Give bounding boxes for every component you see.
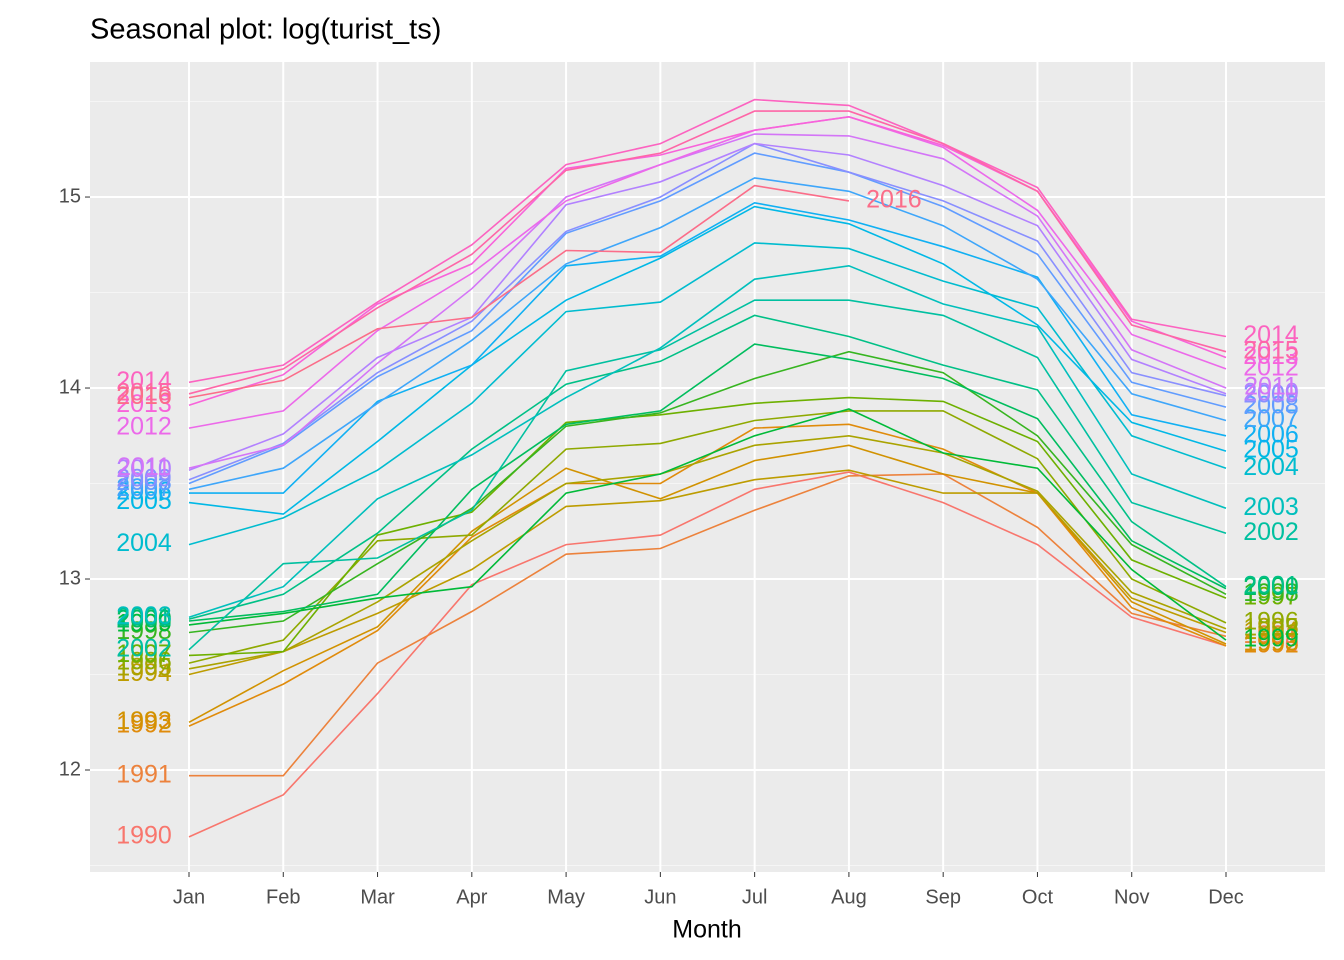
series-label: 2001 (116, 604, 172, 632)
series-label: 1998 (1243, 579, 1299, 607)
x-tick-label: Dec (1208, 886, 1244, 908)
series-label: 2011 (117, 453, 171, 481)
series-line (189, 473, 1227, 777)
series-label: 2012 (116, 413, 172, 441)
series-label: 2016 (866, 185, 922, 213)
y-tick-label: 14 (59, 376, 81, 398)
series-label: 2012 (1243, 354, 1299, 382)
series-label: 2008 (116, 468, 172, 496)
x-tick-label: Oct (1022, 886, 1054, 908)
series-label: 2014 (1243, 321, 1299, 349)
series-line (188, 177, 1227, 491)
series-line (188, 142, 1227, 481)
series-line (188, 350, 1227, 634)
series-label: 2011 (1244, 373, 1298, 401)
series-label: 1994 (1243, 617, 1299, 645)
series-label: 2013 (116, 390, 172, 418)
series-label: 1999 (116, 609, 172, 637)
series-label: 2013 (1243, 342, 1299, 370)
series-line (188, 184, 850, 399)
series-line (188, 205, 1227, 515)
series-label: 2003 (116, 602, 172, 630)
series-label: 2000 (1243, 573, 1299, 601)
series-line (188, 410, 1227, 664)
series-line (188, 142, 1227, 471)
x-tick-label: Apr (456, 886, 487, 908)
y-tick-label: 12 (59, 758, 81, 780)
x-tick-label: Jan (173, 886, 205, 908)
series-label: 2000 (116, 606, 172, 634)
series-label: 2009 (1243, 380, 1299, 408)
series-label: 2006 (1243, 420, 1299, 448)
y-tick-label: 13 (59, 567, 81, 589)
x-tick-label: Aug (831, 886, 867, 908)
series-label: 2004 (116, 529, 172, 557)
series-line (188, 469, 1227, 676)
series-label: 1994 (116, 659, 172, 687)
series-line (188, 133, 1227, 469)
chart-title: Seasonal plot: log(turist_ts) (90, 14, 441, 46)
series-label: 1995 (1243, 613, 1299, 641)
series-line (188, 408, 1227, 641)
series-label: 2008 (1243, 392, 1299, 420)
series-label: 1990 (1243, 630, 1299, 658)
series-label: 1999 (1243, 625, 1299, 653)
x-tick-label: Mar (360, 886, 395, 908)
series-label: 2005 (116, 487, 172, 515)
series-line (188, 343, 1227, 622)
x-tick-label: Sep (925, 886, 961, 908)
series-label: 1992 (116, 711, 172, 739)
x-axis-label: Month (672, 916, 741, 944)
series-label: 2007 (116, 474, 172, 502)
series-line (188, 115, 1227, 429)
series-label: 1996 (1243, 608, 1299, 636)
series-line (188, 152, 1227, 485)
series-label: 2014 (116, 367, 172, 395)
series-label: 2010 (1243, 378, 1299, 406)
series-label: 1993 (116, 707, 172, 735)
series-label: 2003 (1243, 493, 1299, 521)
x-tick-label: May (547, 886, 585, 908)
x-tick-label: Jul (742, 886, 768, 908)
x-tick-label: Feb (266, 886, 300, 908)
series-label: 1997 (1243, 583, 1299, 611)
series-line (188, 434, 1227, 670)
series-label: 2005 (1243, 436, 1299, 464)
series-line (188, 471, 1227, 838)
series-label: 2002 (116, 634, 172, 662)
series-label: 2002 (1243, 518, 1299, 546)
series-line (188, 242, 1227, 546)
series-label: 2010 (116, 455, 172, 483)
series-line (189, 201, 1227, 494)
series-label: 1993 (1243, 629, 1299, 657)
series-line (188, 98, 1227, 384)
series-label: 1990 (116, 821, 172, 849)
series-label: 2009 (116, 464, 172, 492)
series-line (188, 396, 1227, 657)
series-label: 2016 (116, 382, 172, 410)
series-label: 2015 (116, 378, 172, 406)
series-label: 2006 (116, 478, 172, 506)
series-label: 1997 (116, 640, 172, 668)
x-tick-label: Nov (1114, 886, 1150, 908)
series-label: 1996 (116, 648, 172, 676)
series-label: 1991 (1243, 621, 1299, 649)
x-tick-label: Jun (644, 886, 676, 908)
series-label: 2007 (1243, 405, 1299, 433)
panel (90, 62, 1325, 872)
series-label: 2015 (1243, 336, 1299, 364)
y-tick-label: 15 (59, 185, 81, 207)
series-label: 2004 (1243, 453, 1299, 481)
series-label: 1991 (116, 760, 172, 788)
series-label: 1995 (116, 653, 172, 681)
series-label: 1992 (1243, 630, 1299, 658)
series-line (188, 264, 1227, 618)
series-line (188, 314, 1227, 620)
series-label: 1998 (116, 617, 172, 645)
series-label: 2001 (1243, 571, 1299, 599)
series-line (188, 299, 1227, 651)
series-line (188, 110, 1227, 395)
